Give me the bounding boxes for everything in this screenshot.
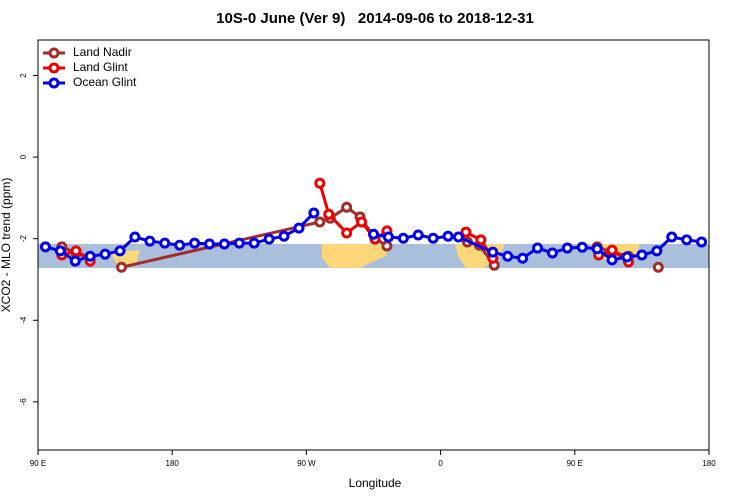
data-point [129,231,141,243]
data-point [356,216,368,228]
data-point [475,234,487,246]
legend-label: Land Nadir [73,45,132,59]
data-point [460,226,472,238]
y-tick-label: -6 [19,398,28,406]
data-point [203,238,215,250]
data-point [314,177,326,189]
y-tick-label: -2 [19,235,28,243]
plot-frame [37,39,710,451]
data-point [696,236,708,248]
x-tick-label: 90 E [567,459,583,468]
y-tick-label: 2 [19,73,28,78]
series-line [373,232,702,262]
data-point [70,245,82,257]
data-point [323,208,335,220]
data-point [233,237,245,249]
data-point [621,251,633,263]
data-point [341,201,353,213]
data-point [174,239,186,251]
data-point [397,232,409,244]
data-point [591,243,603,255]
data-point [144,235,156,247]
data-point [532,242,544,254]
y-axis-label: XCO2 - MLO trend (ppm) [0,178,13,313]
x-tick-label: 180 [702,459,716,468]
data-point [381,240,393,252]
y-tick-label: -4 [19,316,28,324]
data-point [308,207,320,219]
data-point [341,227,353,239]
y-tick-label: 0 [19,154,28,159]
data-point [636,249,648,261]
data-point [652,261,664,273]
data-point [218,238,230,250]
data-point [69,255,81,267]
data-point [368,228,379,240]
data-point [606,254,618,266]
land-africa [322,244,390,268]
data-point [606,244,618,256]
x-tick-label: 0 [438,459,443,468]
data-point [54,245,66,257]
legend-marker [48,47,60,59]
data-point [427,232,439,244]
data-point [502,250,514,262]
data-point [666,231,678,243]
data-point [189,237,201,249]
legend-marker [48,62,60,74]
data-point [452,231,464,243]
data-point [293,222,305,234]
x-tick-label: 180 [166,459,180,468]
data-point [263,233,275,245]
data-point [159,237,171,249]
data-point [487,246,499,258]
data-point [681,234,693,246]
legend-marker [48,77,60,89]
data-point [314,216,326,228]
data-point [576,241,588,253]
legend-label: Land Glint [73,60,128,74]
x-axis-label: Longitude [349,476,402,490]
data-point [39,241,51,253]
series [39,207,708,267]
legend-label: Ocean Glint [73,75,137,89]
data-point [116,261,128,273]
data-point [561,242,573,254]
data-point [651,245,663,257]
data-point [114,245,126,257]
data-point [84,250,96,262]
chart-title: 10S-0 June (Ver 9) 2014-09-06 to 2018-12… [216,10,534,27]
data-point [278,230,290,242]
data-point [248,237,260,249]
x-tick-label: 90 W [297,459,316,468]
data-point [382,231,394,243]
data-point [442,230,454,242]
data-point [517,252,529,264]
data-point [546,247,558,259]
data-point [412,229,424,241]
data-point [99,248,111,260]
x-tick-label: 90 E [30,459,46,468]
